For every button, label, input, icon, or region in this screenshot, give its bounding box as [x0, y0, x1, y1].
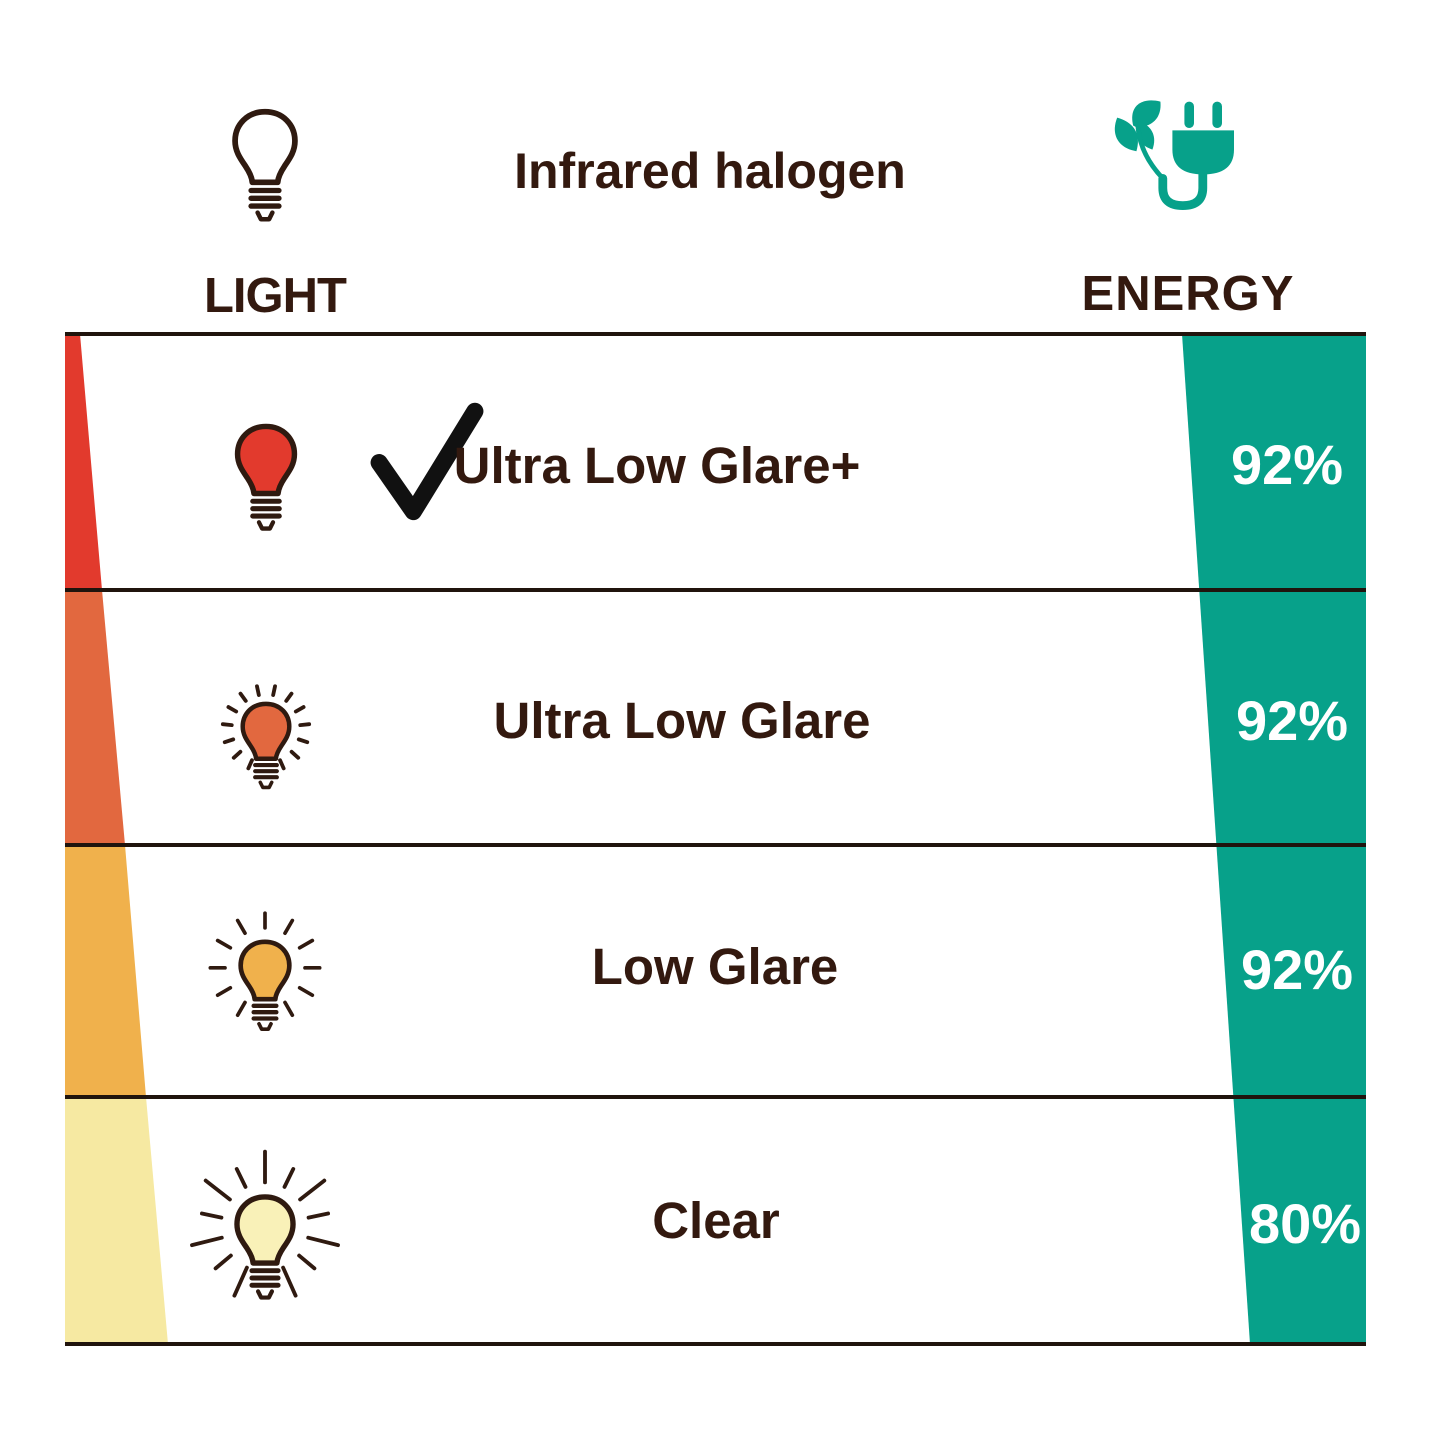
bulb-red-icon: [234, 423, 298, 531]
column-label-light: LIGHT: [204, 269, 347, 323]
row-divider-lines: [65, 332, 1366, 1346]
page-title: Infrared halogen: [514, 143, 906, 199]
glare-wedge-segment-4: [65, 1097, 168, 1344]
row-label-clear: Clear: [652, 1192, 780, 1249]
glare-wedge-segment-2: [65, 590, 125, 845]
glare-wedge-segment-3: [65, 845, 146, 1097]
energy-wedge: [1182, 334, 1366, 1344]
energy-value-row4: 80%: [1248, 1192, 1362, 1255]
eco-plug-icon: [1114, 100, 1234, 211]
energy-value-row3: 92%: [1240, 938, 1354, 1001]
energy-value-row1: 92%: [1230, 433, 1344, 496]
bulb-orange-icon: [220, 684, 312, 790]
row-label-ultra-low-glare: Ultra Low Glare: [493, 692, 871, 749]
glare-wedge-segment-1: [65, 334, 102, 590]
check-icon: [370, 402, 484, 521]
energy-value-row2: 92%: [1235, 689, 1349, 752]
bulb-amber-icon: [208, 911, 322, 1031]
row-label-ultra-low-glare-plus: Ultra Low Glare+: [453, 437, 861, 494]
column-label-energy: ENERGY: [1081, 267, 1295, 321]
light-bulb-icon: [232, 108, 298, 222]
bulb-clear-icon: [190, 1149, 340, 1300]
row-label-low-glare: Low Glare: [591, 938, 839, 995]
